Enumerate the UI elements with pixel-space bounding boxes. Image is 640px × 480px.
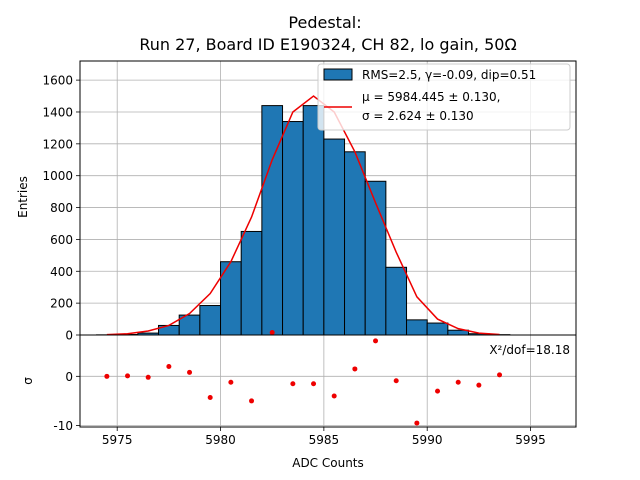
y-axis-ticks-bottom: -10 0	[53, 370, 80, 433]
y-tick-label-top: 1200	[42, 137, 73, 151]
histogram-bars	[96, 105, 511, 336]
residual-point	[373, 338, 379, 344]
residual-point	[269, 330, 275, 336]
y-tick-label-bottom: -10	[53, 419, 73, 433]
legend: RMS=2.5, γ=-0.09, dip=0.51 μ = 5984.445 …	[317, 63, 571, 131]
axes-frame	[79, 60, 577, 428]
y-axis-ticks-top: 0 200 400 600 800 1000 1200 1400 1600	[42, 74, 80, 343]
y-tick-label-top: 600	[50, 233, 73, 247]
histogram-bar	[385, 266, 408, 336]
x-axis-label: ADC Counts	[292, 456, 364, 470]
chart-title-line1: Pedestal:	[288, 13, 361, 32]
histogram-bar	[240, 230, 263, 336]
y-tick-label-top: 400	[50, 265, 73, 279]
residual-point	[311, 381, 317, 387]
x-tick-label: 5995	[515, 433, 546, 447]
residual-point	[228, 379, 234, 385]
legend-fit-label-sigma: σ = 2.624 ± 0.130	[362, 109, 474, 123]
residual-points	[104, 330, 503, 426]
histogram-bar	[406, 319, 428, 336]
y-tick-label-bottom: 0	[65, 370, 73, 384]
residual-point	[414, 420, 420, 426]
histogram-bar	[199, 305, 222, 336]
x-tick-label: 5985	[309, 433, 340, 447]
y-axis-label-entries: Entries	[16, 176, 30, 218]
y-tick-label-top: 0	[65, 329, 73, 343]
residual-point	[125, 373, 131, 379]
legend-histogram-swatch	[323, 68, 353, 81]
chart-title-line2: Run 27, Board ID E190324, CH 82, lo gain…	[139, 35, 516, 54]
y-tick-label-top: 1600	[42, 74, 73, 88]
residual-point	[497, 372, 503, 378]
x-tick-label: 5975	[102, 433, 133, 447]
y-tick-label-top: 1400	[42, 105, 73, 119]
y-tick-label-top: 800	[50, 201, 73, 215]
residual-point	[455, 379, 461, 385]
histogram-bar	[426, 322, 449, 336]
residual-point	[393, 378, 399, 384]
residual-point	[249, 398, 255, 404]
x-tick-label: 5990	[412, 433, 443, 447]
residual-point	[145, 374, 151, 380]
fit-curve	[106, 95, 500, 336]
histogram-bar	[282, 121, 304, 336]
legend-box	[317, 63, 571, 131]
y-axis-label-sigma: σ	[21, 377, 35, 385]
y-tick-label-top: 1000	[42, 169, 73, 183]
residual-point	[187, 369, 193, 375]
legend-fit-label-mu: μ = 5984.445 ± 0.130,	[362, 90, 500, 104]
residual-point	[104, 373, 110, 379]
residual-point	[207, 394, 213, 400]
chi2-annotation: X²/dof=18.18	[489, 343, 570, 357]
residual-point	[352, 366, 358, 372]
residual-point	[290, 381, 296, 387]
y-tick-label-top: 200	[50, 297, 73, 311]
residual-point	[476, 382, 482, 388]
residual-point	[435, 388, 441, 394]
x-tick-label: 5980	[205, 433, 236, 447]
legend-histogram-label: RMS=2.5, γ=-0.09, dip=0.51	[362, 68, 536, 82]
histogram-bar	[323, 138, 346, 336]
histogram-bar	[261, 105, 284, 336]
bottom-gridlines	[80, 335, 576, 427]
histogram-bar	[344, 151, 366, 336]
histogram-bar	[302, 105, 325, 336]
residual-point	[166, 363, 172, 369]
residual-point	[331, 393, 337, 399]
x-axis-ticks: 5975 5980 5985 5990 5995	[102, 427, 546, 447]
